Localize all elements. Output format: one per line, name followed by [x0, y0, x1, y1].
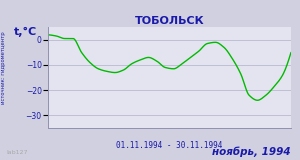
Text: t,°C: t,°C — [14, 27, 37, 37]
Title: ТОБОЛЬСК: ТОБОЛЬСК — [135, 16, 204, 26]
Text: ноябрь, 1994: ноябрь, 1994 — [212, 146, 291, 157]
Text: источник: гидрометцентр: источник: гидрометцентр — [2, 31, 6, 104]
Text: 01.11.1994 - 30.11.1994: 01.11.1994 - 30.11.1994 — [116, 141, 223, 150]
Text: lab127: lab127 — [6, 150, 28, 155]
